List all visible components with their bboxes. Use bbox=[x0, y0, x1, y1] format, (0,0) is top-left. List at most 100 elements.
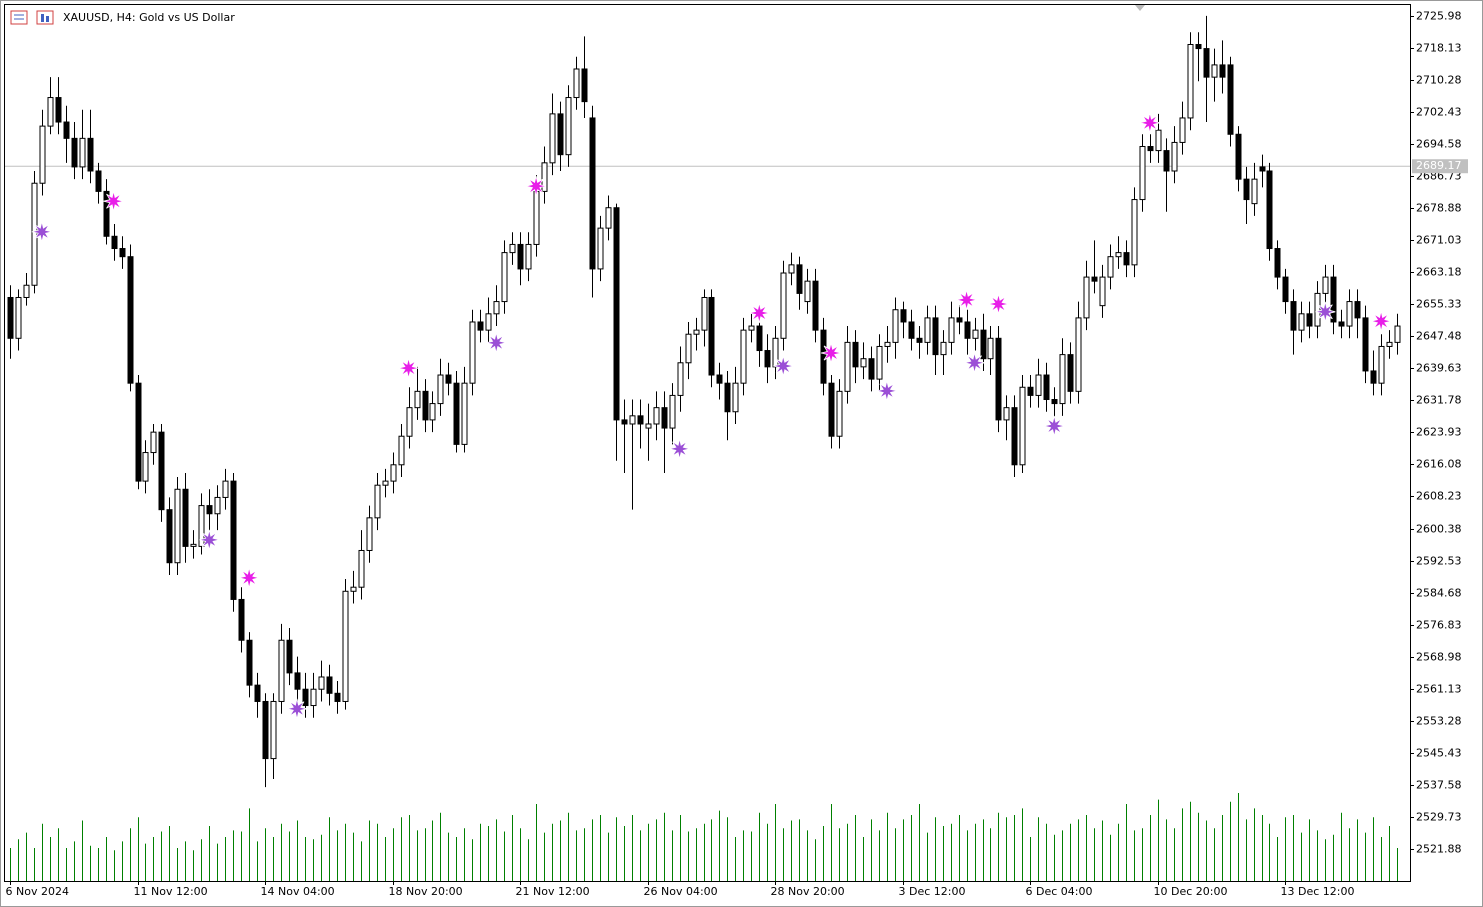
candle-body bbox=[573, 68, 580, 99]
candle-body bbox=[597, 227, 604, 270]
signal-star bbox=[820, 342, 842, 364]
x-tick-label: 6 Dec 04:00 bbox=[1026, 885, 1093, 898]
candle-body bbox=[390, 464, 397, 482]
candle-body bbox=[1203, 48, 1210, 78]
candle-body bbox=[1019, 386, 1026, 466]
x-tick-label: 28 Nov 20:00 bbox=[771, 885, 845, 898]
candle-body bbox=[924, 317, 931, 343]
candle-body bbox=[214, 496, 221, 515]
candle-body bbox=[932, 317, 939, 356]
y-tick-label: 2718.13 bbox=[1416, 42, 1462, 55]
y-tick-label: 2584.68 bbox=[1416, 587, 1462, 600]
signal-star bbox=[526, 176, 547, 197]
candle-body bbox=[310, 688, 317, 707]
signal-star bbox=[31, 221, 52, 242]
candle-body bbox=[406, 407, 413, 437]
candle-body bbox=[956, 317, 963, 323]
candle-body bbox=[198, 505, 205, 547]
candle-body bbox=[174, 488, 181, 564]
candle-body bbox=[685, 333, 692, 364]
candle-body bbox=[1075, 317, 1082, 392]
x-tick-label: 26 Nov 04:00 bbox=[644, 885, 718, 898]
signal-star bbox=[956, 289, 977, 310]
candle-body bbox=[47, 97, 54, 127]
candle-body bbox=[605, 207, 612, 229]
candle-body bbox=[772, 337, 779, 368]
y-tick-label: 2553.28 bbox=[1416, 715, 1462, 728]
candle-body bbox=[724, 382, 731, 413]
candle-body bbox=[1099, 276, 1106, 307]
candle-body bbox=[732, 382, 739, 413]
icon bbox=[46, 16, 49, 22]
candle-body bbox=[1067, 354, 1074, 392]
y-tick-label: 2639.63 bbox=[1416, 362, 1462, 375]
y-tick-label: 2608.23 bbox=[1416, 490, 1462, 503]
y-tick-label: 2600.38 bbox=[1416, 523, 1462, 536]
candle-body bbox=[565, 97, 572, 156]
candle-body bbox=[1274, 248, 1281, 278]
y-tick-label: 2678.88 bbox=[1416, 202, 1462, 215]
candle-body bbox=[23, 284, 30, 298]
candle-body bbox=[477, 321, 484, 331]
y-tick-label: 2616.08 bbox=[1416, 458, 1462, 471]
candle-body bbox=[517, 243, 524, 270]
candle-body bbox=[1243, 178, 1250, 201]
signal-star bbox=[876, 380, 897, 401]
candle-body bbox=[1211, 64, 1218, 78]
candle-body bbox=[764, 350, 771, 368]
y-tick-label: 2529.73 bbox=[1416, 811, 1462, 824]
candle-body bbox=[677, 362, 684, 396]
signal-star bbox=[1315, 301, 1336, 322]
icon bbox=[10, 10, 28, 25]
y-tick-label: 2568.98 bbox=[1416, 651, 1462, 664]
signal-star bbox=[398, 358, 419, 379]
candle-body bbox=[669, 394, 676, 429]
candle-body bbox=[1163, 150, 1170, 172]
candle-body bbox=[1115, 252, 1122, 258]
candle-body bbox=[286, 639, 293, 674]
x-tick-label: 10 Dec 20:00 bbox=[1154, 885, 1228, 898]
signal-star bbox=[199, 529, 220, 550]
candle-body bbox=[860, 358, 867, 368]
candle-body bbox=[1059, 354, 1066, 405]
candle-body bbox=[908, 321, 915, 339]
candle-body bbox=[230, 480, 237, 600]
candle-body bbox=[262, 700, 269, 760]
x-tick-label: 13 Dec 12:00 bbox=[1281, 885, 1355, 898]
y-tick-label: 2592.53 bbox=[1416, 555, 1462, 568]
current-price-label: 2689.17 bbox=[1416, 159, 1462, 172]
candle-body bbox=[63, 121, 70, 139]
candle-body bbox=[270, 700, 277, 760]
candle-body bbox=[158, 431, 165, 511]
candle-body bbox=[820, 329, 827, 384]
candle-body bbox=[1290, 301, 1297, 331]
candle-body bbox=[1147, 146, 1154, 152]
candle-body bbox=[485, 313, 492, 331]
candle-body bbox=[1107, 256, 1114, 278]
candle-body bbox=[1219, 64, 1226, 78]
candle-body bbox=[246, 639, 253, 686]
candle-body bbox=[1298, 313, 1305, 331]
candle-body bbox=[987, 337, 994, 360]
candle-body bbox=[278, 639, 285, 702]
candle-body bbox=[796, 264, 803, 294]
candle-body bbox=[166, 509, 173, 564]
signal-star bbox=[669, 438, 690, 459]
candle-body bbox=[414, 390, 421, 409]
candle-body bbox=[533, 190, 540, 245]
candle-body bbox=[142, 452, 149, 482]
candle-body bbox=[1187, 43, 1194, 119]
candle-body bbox=[852, 341, 859, 368]
symbol-icons bbox=[10, 10, 54, 25]
candle-body bbox=[461, 382, 468, 445]
candle-body bbox=[1043, 374, 1050, 401]
candle-body bbox=[1027, 386, 1034, 396]
candle-body bbox=[1354, 301, 1361, 319]
signal-star bbox=[1139, 112, 1160, 133]
candle-body bbox=[972, 329, 979, 339]
candle-body bbox=[948, 317, 955, 343]
candle-body bbox=[708, 296, 715, 376]
scroll-marker bbox=[1135, 5, 1145, 11]
